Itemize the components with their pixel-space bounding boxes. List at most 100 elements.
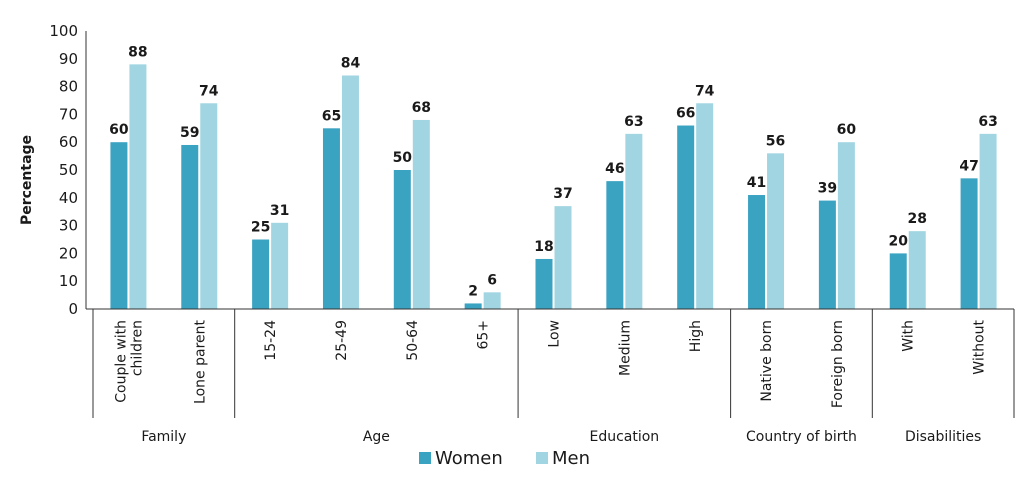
- y-tick-label: 60: [59, 133, 78, 151]
- value-label-men: 60: [837, 122, 857, 138]
- value-label-men: 63: [978, 114, 997, 130]
- category-label: Foreign born: [830, 320, 846, 408]
- value-label-men: 56: [766, 133, 785, 149]
- category-label-line: With: [901, 320, 917, 352]
- value-label-men: 31: [270, 203, 289, 219]
- legend: Women Men: [419, 448, 590, 469]
- value-label-women: 18: [534, 239, 553, 255]
- bar-women: [464, 303, 482, 309]
- bar-women: [606, 181, 624, 309]
- legend-swatch-women: [419, 452, 431, 464]
- value-labels: 60 59 25 65 50 2 18 46 66 41 39 20 47 88 74 31 84 68 6 37 63…: [109, 44, 998, 299]
- bar-men: [837, 142, 855, 309]
- bar-men: [483, 292, 501, 309]
- category-label-line: High: [688, 320, 704, 352]
- bar-women: [252, 239, 270, 309]
- bar-men: [129, 64, 147, 309]
- bar-women: [677, 125, 695, 310]
- y-tick-label: 20: [59, 244, 78, 262]
- category-label-line: Foreign born: [830, 320, 846, 408]
- category-label: Low: [547, 320, 563, 348]
- category-label-line: children: [129, 320, 145, 376]
- value-label-women: 65: [322, 108, 341, 124]
- category-label-line: Medium: [617, 320, 633, 376]
- bar-men: [271, 222, 289, 309]
- category-label: 25-49: [334, 320, 350, 361]
- value-label-women: 2: [468, 283, 478, 299]
- value-label-men: 74: [695, 83, 715, 99]
- y-tick-label: 40: [59, 189, 78, 207]
- y-tick-label: 0: [68, 300, 78, 318]
- category-label: 15-24: [263, 320, 279, 361]
- bar-women: [110, 142, 128, 309]
- group-label: Age: [363, 429, 390, 445]
- bar-men: [200, 103, 218, 309]
- category-label-line: 50-64: [405, 320, 421, 361]
- group-labels: Family Age Education Country of birth Disabi…: [141, 429, 981, 445]
- value-label-women: 20: [888, 233, 908, 249]
- bar-women: [181, 144, 199, 309]
- category-label: Couple withchildren: [113, 320, 145, 403]
- value-label-men: 37: [553, 186, 572, 202]
- group-label: Family: [141, 429, 186, 445]
- y-tick-label: 100: [49, 22, 78, 40]
- category-label: Native born: [759, 320, 775, 402]
- group-label: Education: [589, 429, 659, 445]
- bar-women: [393, 170, 411, 309]
- category-label-line: Lone parent: [192, 319, 208, 403]
- value-label-women: 60: [109, 122, 129, 138]
- category-label: High: [688, 320, 704, 352]
- bar-men: [979, 133, 997, 309]
- value-label-women: 41: [747, 175, 766, 191]
- bar-men: [412, 119, 430, 310]
- group-label: Disabilities: [905, 429, 981, 445]
- value-label-men: 63: [624, 114, 643, 130]
- bar-men: [696, 103, 714, 309]
- y-tick-label: 70: [59, 105, 78, 123]
- category-label: Without: [972, 319, 988, 374]
- legend-swatch-men: [536, 452, 548, 464]
- value-label-women: 47: [959, 158, 978, 174]
- y-tick-label: 50: [59, 161, 78, 179]
- category-label-line: 25-49: [334, 320, 350, 361]
- y-axis-ticks: 0 10 20 30 40 50 60 70 80 90 100: [49, 22, 78, 318]
- category-label-line: 65+: [476, 320, 492, 350]
- bar-women: [535, 258, 553, 309]
- bar-women: [748, 195, 766, 309]
- value-label-men: 68: [412, 100, 431, 116]
- y-tick-label: 10: [59, 272, 78, 290]
- value-label-men: 6: [487, 272, 497, 288]
- category-label: 50-64: [405, 320, 421, 361]
- value-label-women: 25: [251, 220, 270, 236]
- bar-women: [889, 253, 907, 309]
- value-label-men: 74: [199, 83, 219, 99]
- value-label-women: 39: [818, 181, 837, 197]
- bar-men: [908, 231, 926, 309]
- group-label: Country of birth: [746, 429, 857, 445]
- legend-label-women: Women: [435, 448, 503, 469]
- bar-men: [767, 153, 785, 309]
- category-label: Medium: [617, 320, 633, 376]
- category-label-line: 15-24: [263, 320, 279, 361]
- category-label-line: Couple with: [113, 320, 129, 403]
- value-label-men: 28: [907, 211, 926, 227]
- bar-women: [960, 178, 978, 309]
- category-label-line: Low: [547, 320, 563, 348]
- value-label-men: 84: [341, 55, 361, 71]
- bars: [110, 64, 997, 310]
- bar-women: [818, 200, 836, 309]
- category-label-line: Native born: [759, 320, 775, 402]
- category-label: 65+: [476, 320, 492, 350]
- value-label-women: 50: [393, 150, 413, 166]
- value-label-women: 66: [676, 106, 695, 122]
- category-labels: Couple withchildren Lone parent 15-24 25-49…: [113, 319, 987, 408]
- value-label-men: 88: [128, 44, 147, 60]
- y-tick-label: 90: [59, 50, 78, 68]
- y-tick-label: 30: [59, 217, 78, 235]
- bar-women: [322, 128, 340, 309]
- bar-men: [554, 206, 572, 309]
- bar-men: [625, 133, 643, 309]
- bar-men: [341, 75, 359, 309]
- category-label: Lone parent: [192, 319, 208, 403]
